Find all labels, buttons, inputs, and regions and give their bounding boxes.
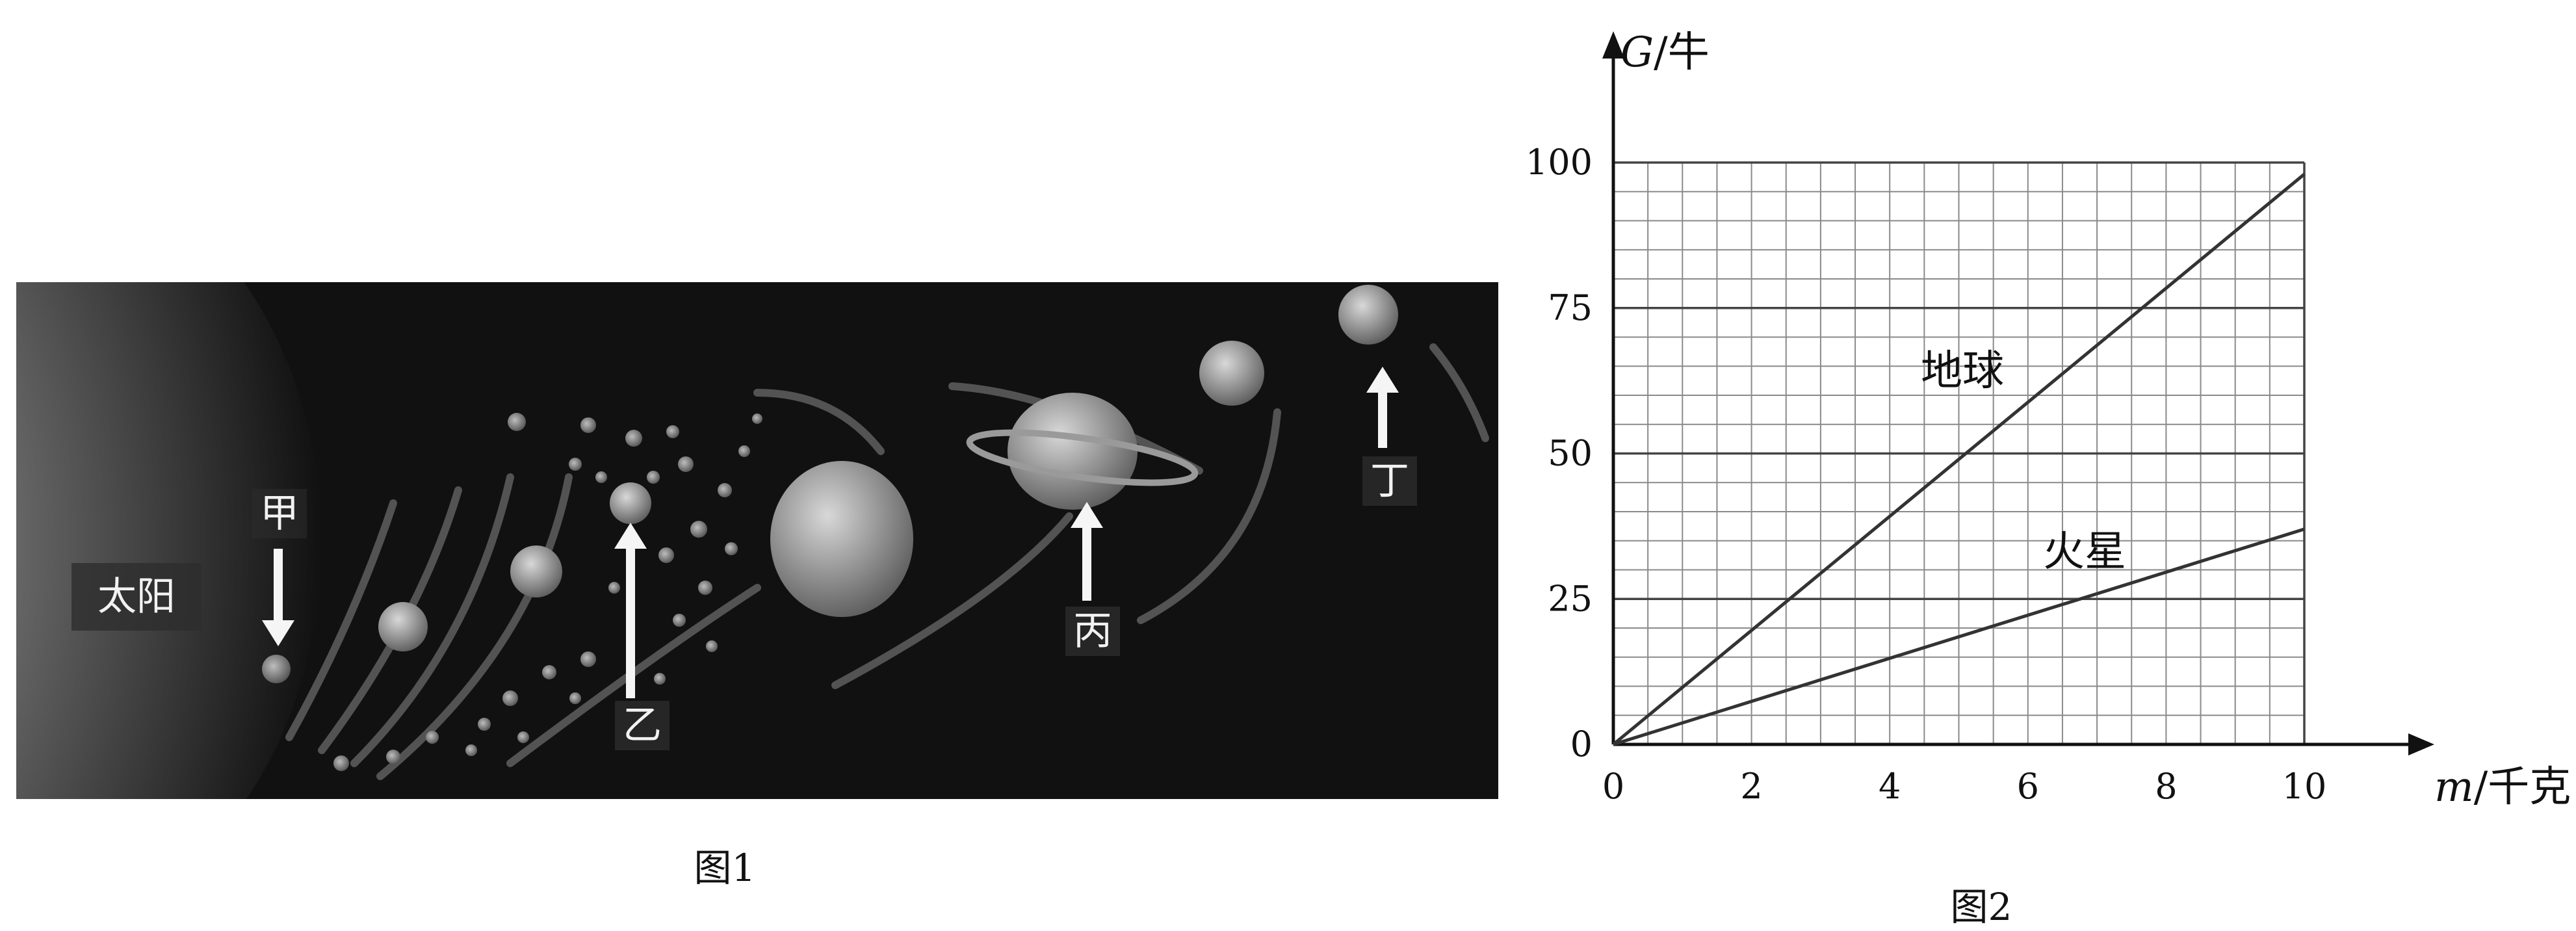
saturn-ring [966,429,1199,486]
y-axis-title: G/牛 [1620,29,1710,77]
planet-mars [610,482,651,524]
x-tick-label: 0 [1602,766,1624,807]
figure1-caption: 图1 [694,846,756,890]
x-axis-var: m [2434,763,2474,811]
planet-neptune [1338,285,1398,345]
y-axis-var: G [1620,29,1654,77]
pointer-arrows [262,367,1399,698]
series-line [1613,527,2305,746]
x-tick-label: 10 [2282,766,2327,807]
planet-uranus [1199,341,1264,406]
y-tick-label: 0 [1570,724,1593,765]
series-line [1612,172,2306,746]
planet-mercury [262,655,291,683]
x-axis-arrow-icon [2408,733,2434,755]
solar-system-illustration: 太阳 甲 乙 丙 丁 [16,282,1498,799]
planet-earth [510,545,562,597]
planet-label-bing: 丙 [1065,607,1120,656]
x-tick-labels: 0 2 4 6 8 10 [1602,766,2327,807]
x-axis-unit: /千克 [2474,763,2571,811]
orbit-trails [285,343,1489,780]
sun-label: 太阳 [72,563,202,631]
y-tick-label: 75 [1548,287,1593,328]
x-tick-label: 4 [1879,766,1901,807]
y-axis-arrow-icon [1602,31,1624,59]
y-tick-labels: 0 25 50 75 100 [1526,142,1593,765]
chart-series [1612,172,2306,746]
arrow-yi [614,523,647,698]
x-tick-label: 6 [2017,766,2039,807]
chart-axes [1602,31,2434,755]
series-label: 火星 [2043,528,2126,576]
planet-label-yi: 乙 [615,701,670,750]
sun-shape [16,282,322,799]
figure2-caption: 图2 [1950,885,2012,929]
y-tick-label: 100 [1526,142,1593,183]
y-axis-unit: /牛 [1654,29,1710,77]
planets [262,285,1398,683]
planet-venus [378,602,428,651]
y-tick-label: 25 [1548,578,1593,619]
x-tick-label: 8 [2155,766,2177,807]
y-tick-label: 50 [1548,433,1593,474]
series-label: 地球 [1921,347,2004,395]
arrow-jia [262,549,294,646]
planet-label-jia: 甲 [252,489,307,538]
solar-system-artwork [16,282,1498,799]
x-axis-title: m/千克 [2434,763,2571,811]
planet-jupiter [770,461,913,617]
arrow-ding [1366,367,1399,448]
x-tick-label: 2 [1740,766,1762,807]
planet-label-ding: 丁 [1362,456,1417,506]
arrow-bing [1071,502,1103,601]
